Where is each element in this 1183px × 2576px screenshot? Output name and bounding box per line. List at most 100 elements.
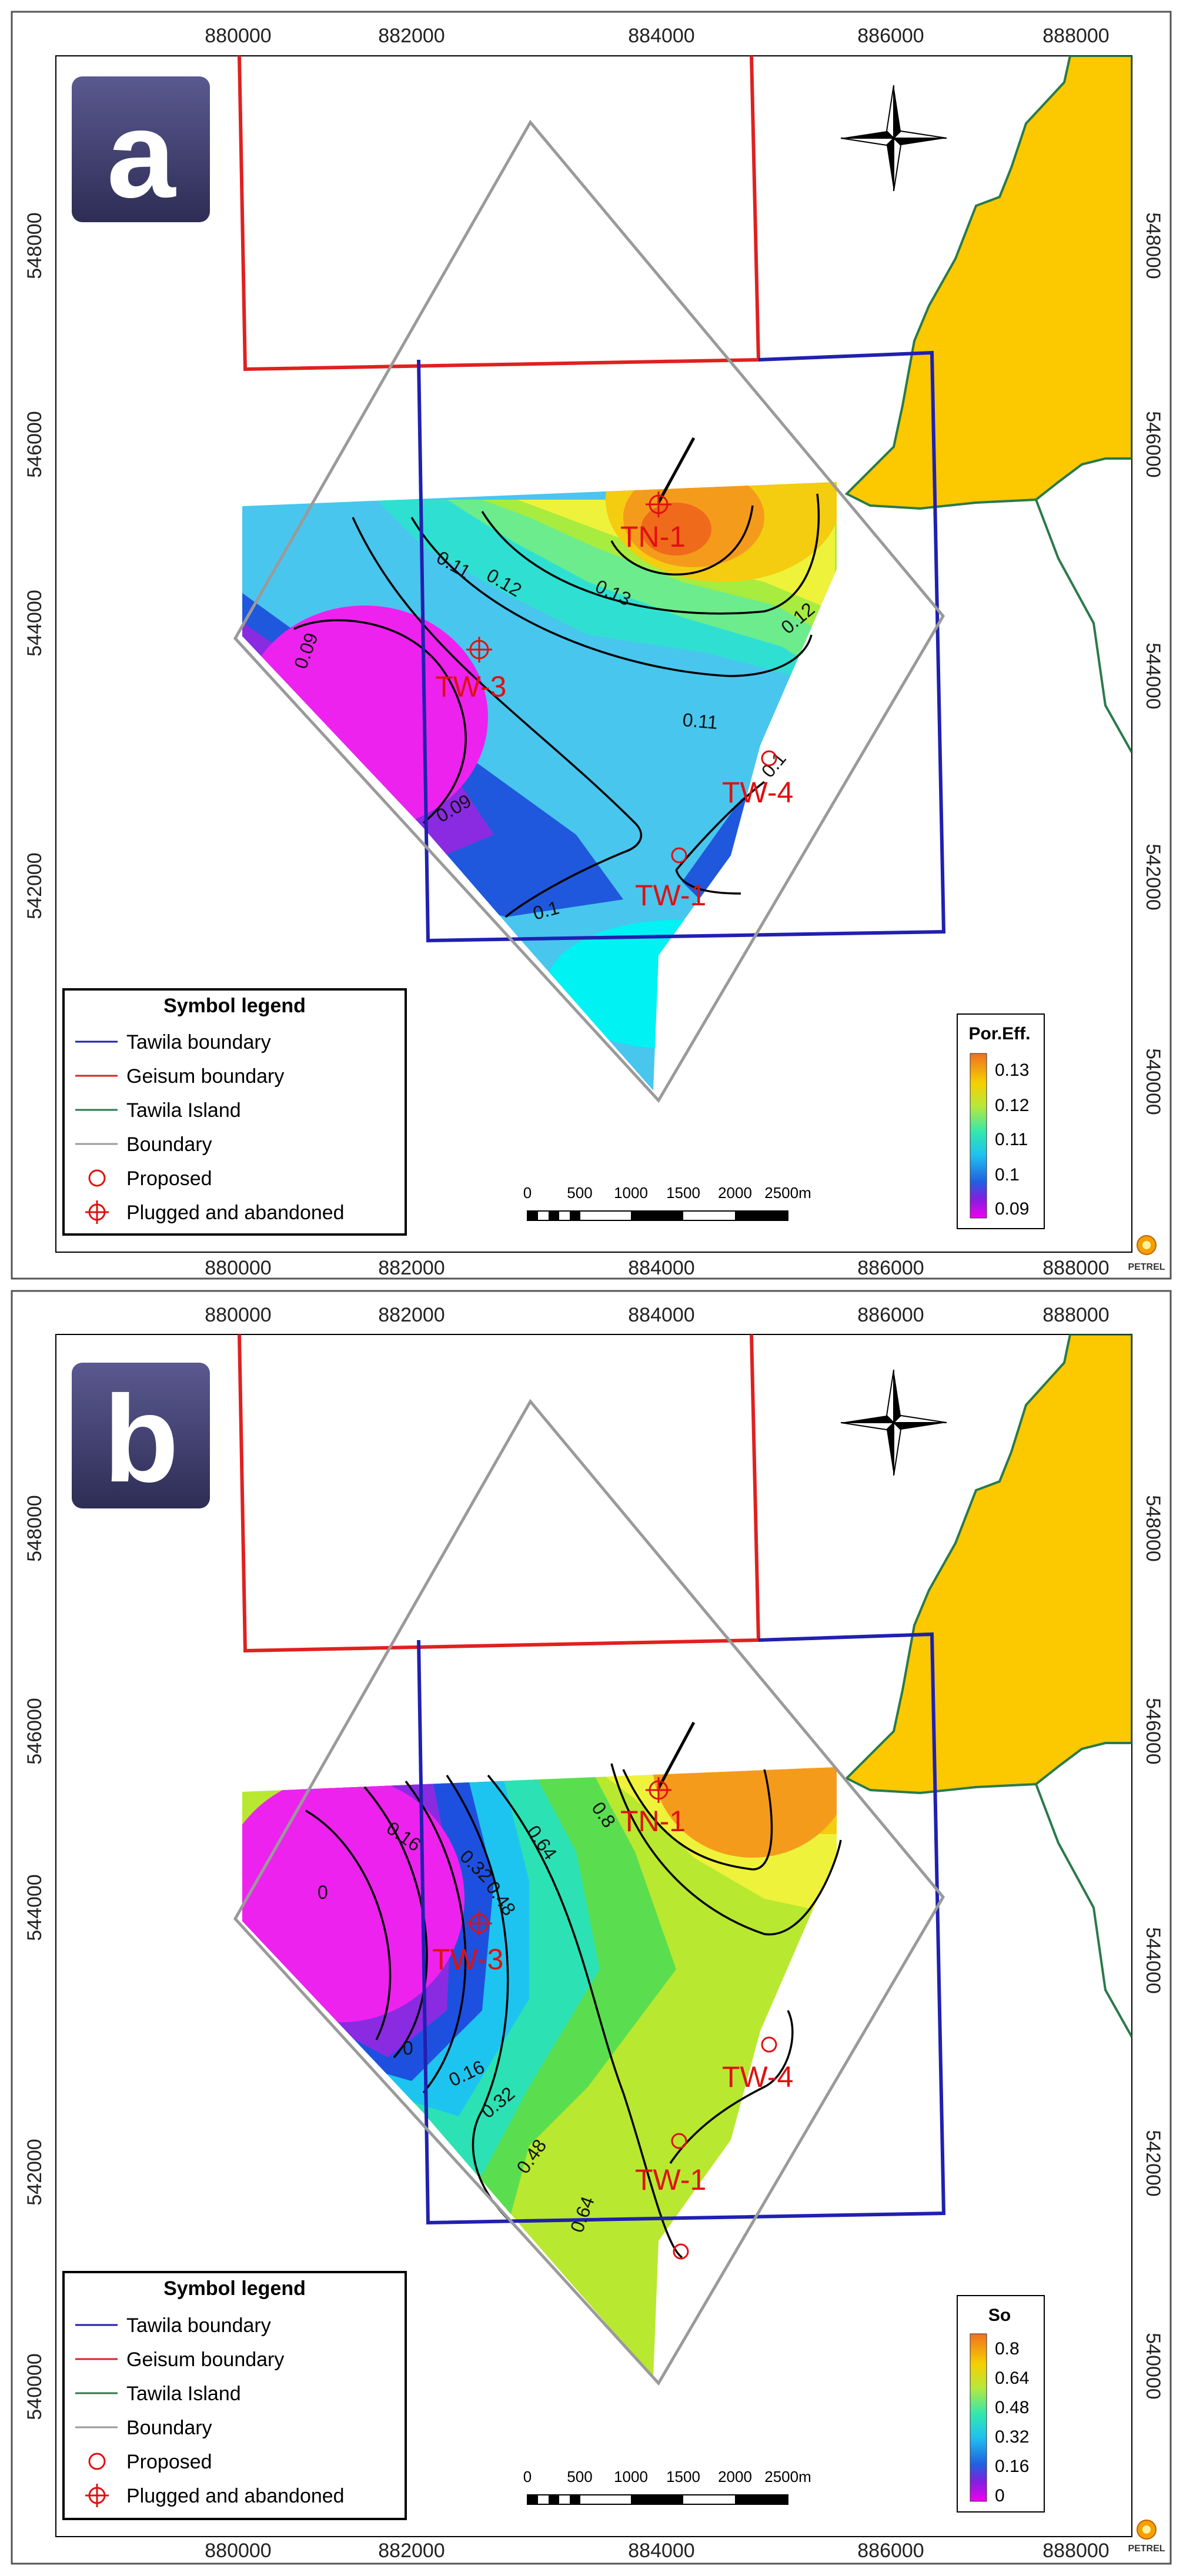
panel-b: 0.16 0.32 0.48 0.64 0.8 0 0 0.16 0.32 0.… — [11, 1290, 1172, 2565]
y-tick-label: 540000 — [1142, 2333, 1164, 2399]
x-tick-label: 882000 — [378, 2540, 445, 2562]
x-tick-label: 882000 — [378, 25, 445, 47]
colorbar-tick: 0.1 — [995, 1165, 1020, 1185]
scale-label: 1500 — [666, 2468, 700, 2485]
scale-label: 0 — [523, 2468, 532, 2485]
axis-labels: 880000 882000 884000 886000 888000 88000… — [24, 25, 1164, 1279]
x-tick-label: 882000 — [378, 1304, 445, 1326]
legend-item: Proposed — [126, 2451, 212, 2473]
x-tick-label: 886000 — [857, 1304, 924, 1326]
geisum-boundary — [238, 1334, 761, 1653]
scale-label: 1500 — [666, 1184, 700, 1202]
petrel-logo: PETREL — [1128, 2520, 1165, 2554]
colorbar-tick: 0.64 — [995, 2368, 1029, 2388]
scale-label: 500 — [567, 2468, 592, 2485]
x-tick-label: 886000 — [857, 2540, 924, 2562]
symbol-legend: Symbol legend Tawila boundary Geisum bou… — [62, 2271, 407, 2520]
x-tick-label: 882000 — [378, 1257, 445, 1279]
well-label-tn1: TN-1 — [620, 520, 686, 553]
panel-badge — [72, 1363, 210, 1508]
scale-label: 500 — [567, 1184, 592, 1202]
y-tick-label: 542000 — [24, 852, 46, 919]
well-label-tw1: TW-1 — [635, 2163, 706, 2196]
colorbar-tick: 0.11 — [995, 1130, 1028, 1149]
x-tick-label: 880000 — [205, 2540, 271, 2562]
wells: TN-1 TW-3 TW-4 TW-1 — [435, 437, 793, 912]
proposed-well-icon — [88, 1169, 106, 1187]
scale-label: 1000 — [614, 1184, 648, 1202]
legend-item: Tawila Island — [126, 2383, 241, 2405]
north-arrow-icon — [840, 1369, 947, 1476]
colorbar-tick: 0.8 — [995, 2339, 1020, 2358]
well-label-tw4: TW-4 — [722, 2060, 793, 2093]
well-trajectory — [657, 1721, 696, 1789]
contour-label: 0.11 — [681, 709, 719, 733]
logo-text: PETREL — [1128, 2544, 1165, 2554]
x-tick-label: 880000 — [205, 25, 271, 47]
coastline — [1035, 1784, 1132, 2038]
x-tick-label: 884000 — [628, 2540, 694, 2562]
symbol-legend: Symbol legend Tawila boundary Geisum bou… — [62, 988, 407, 1236]
axis-labels: 880000 882000 884000 886000 888000 88000… — [24, 1304, 1164, 2562]
legend-item: Tawila boundary — [126, 2314, 271, 2337]
y-tick-label: 548000 — [1142, 1495, 1164, 1561]
legend-item: Plugged and abandoned — [126, 2485, 345, 2507]
contour-label: 0 — [318, 1882, 328, 1903]
colorbar-tick: 0.09 — [995, 1199, 1029, 1219]
land-area — [844, 1334, 1132, 1795]
scale-label: 2500m — [764, 1184, 811, 1202]
colorbar-title: Por.Eff. — [968, 1024, 1030, 1043]
north-arrow-icon — [840, 85, 947, 192]
panel-badge — [72, 76, 210, 222]
proposed-well-icon — [761, 750, 777, 767]
colorbar-tick: 0.13 — [995, 1060, 1029, 1080]
legend-item: Proposed — [126, 1167, 212, 1190]
well-label-tw3: TW-3 — [432, 1943, 503, 1976]
petrel-logo: PETREL — [1128, 1235, 1165, 1272]
y-tick-label: 540000 — [24, 2353, 46, 2420]
y-tick-label: 548000 — [24, 1495, 46, 1561]
x-tick-label: 888000 — [1042, 2540, 1109, 2562]
proposed-well-icon — [671, 847, 687, 864]
legend-item: Geisum boundary — [126, 1065, 284, 1088]
legend-item: Geisum boundary — [126, 2348, 284, 2371]
logo-text: PETREL — [1128, 1262, 1165, 1272]
well-trajectory — [657, 437, 696, 504]
proposed-well-icon — [88, 2453, 106, 2470]
colorbar-tick: 0.16 — [995, 2457, 1029, 2476]
y-tick-label: 544000 — [1142, 643, 1164, 709]
y-tick-label: 546000 — [1142, 411, 1164, 477]
well-label-tw1: TW-1 — [635, 879, 706, 912]
y-tick-label: 546000 — [1142, 1698, 1164, 1764]
y-tick-label: 548000 — [24, 212, 46, 279]
colorbar-tick: 0.48 — [995, 2398, 1029, 2417]
y-tick-label: 544000 — [1142, 1927, 1164, 1993]
diamond-boundary — [233, 1399, 945, 2386]
panel-label: b — [103, 1370, 179, 1508]
y-tick-label: 542000 — [24, 2139, 46, 2205]
panel-label: a — [107, 85, 177, 223]
tawila-boundary — [417, 1632, 946, 2225]
scale-bar: 0 500 1000 1500 2000 2500m — [523, 1184, 811, 1221]
land-area — [844, 56, 1132, 510]
well-label-tw3: TW-3 — [435, 670, 506, 703]
colorbar: Por.Eff. 0.13 0.12 0.11 0.1 0.09 — [957, 1013, 1045, 1229]
y-tick-label: 544000 — [24, 590, 46, 656]
well-label-tw4: TW-4 — [722, 776, 793, 809]
colorbar: So 0.8 0.64 0.48 0.32 0.16 0 — [957, 2295, 1045, 2513]
scale-label: 0 — [523, 1184, 532, 1202]
wells: TN-1 TW-3 TW-4 TW-1 — [432, 1721, 793, 2260]
proposed-well-icon — [761, 2036, 777, 2053]
legend-title: Symbol legend — [163, 995, 306, 1017]
legend-item: Tawila boundary — [126, 1031, 271, 1053]
y-tick-label: 542000 — [1142, 844, 1164, 910]
scale-label: 2000 — [718, 2468, 752, 2485]
y-tick-label: 548000 — [1142, 212, 1164, 279]
x-tick-label: 884000 — [628, 1257, 694, 1279]
y-tick-label: 546000 — [24, 1698, 46, 1764]
x-tick-label: 888000 — [1042, 1257, 1109, 1279]
diamond-boundary — [233, 119, 945, 1103]
coastline — [1035, 499, 1132, 753]
contour-lines — [293, 493, 820, 918]
